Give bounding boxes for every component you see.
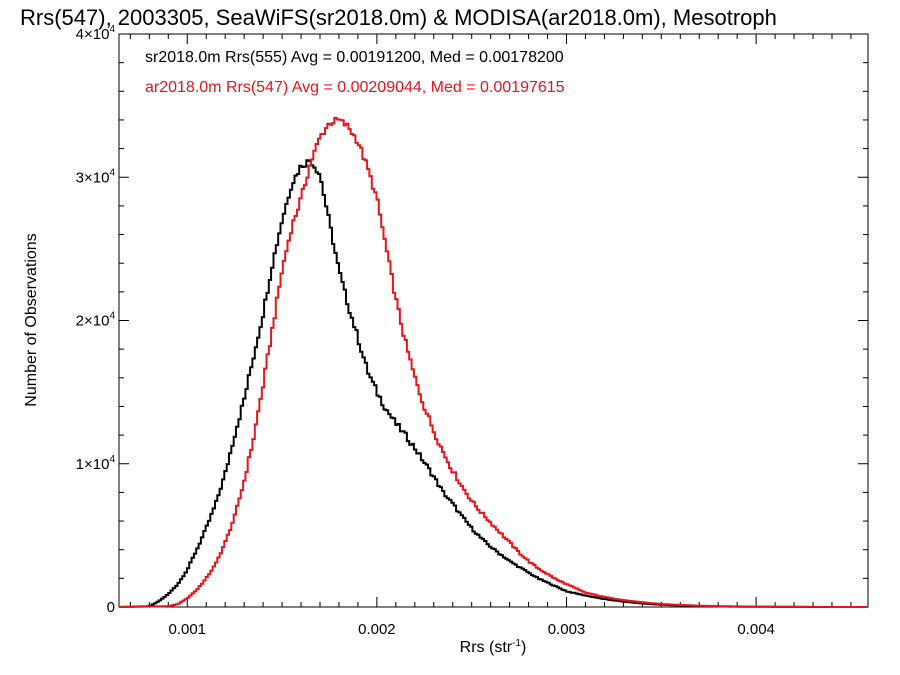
y-axis-label: Number of Observations (23, 233, 40, 406)
y-tick-label: 1×104 (76, 454, 116, 473)
y-tick-label-exponent: 4 (109, 24, 115, 35)
y-tick-label: 3×104 (76, 167, 116, 186)
x-tick-label: 0.001 (168, 621, 206, 638)
y-tick-label-exponent: 4 (109, 454, 115, 465)
legend-entry-sr2018: sr2018.0m Rrs(555) Avg = 0.00191200, Med… (145, 49, 564, 66)
series-layer (119, 116, 868, 608)
histogram-series-ar2018 (119, 116, 868, 608)
y-tick-label-base: 3×10 (76, 169, 110, 186)
x-axis-label-suffix: ) (521, 639, 526, 656)
x-tick-label: 0.004 (737, 621, 775, 638)
y-tick-label-base: 4×10 (76, 26, 110, 43)
plot-frame (118, 33, 869, 608)
y-tick-label: 4×104 (76, 24, 116, 43)
legend-entry-ar2018: ar2018.0m Rrs(547) Avg = 0.00209044, Med… (145, 79, 565, 96)
x-axis-label-base: Rrs (str (460, 639, 513, 656)
y-tick-label-base: 0 (107, 599, 115, 616)
y-tick-label-exponent: 4 (109, 167, 115, 178)
x-tick-label: 0.003 (548, 621, 586, 638)
y-tick-label-exponent: 4 (109, 311, 115, 322)
x-tick-label: 0.002 (358, 621, 396, 638)
y-tick-label-base: 2×10 (76, 313, 110, 330)
x-axis-label: Rrs (str-1) (460, 638, 527, 656)
y-tick-label: 2×104 (76, 311, 116, 330)
chart-title: Rrs(547), 2003305, SeaWiFS(sr2018.0m) & … (20, 5, 777, 30)
x-axis-label-superscript: -1 (512, 638, 521, 649)
y-tick-label: 0 (107, 599, 115, 616)
y-tick-label-base: 1×10 (76, 456, 110, 473)
histogram-series-sr2018 (119, 159, 868, 608)
